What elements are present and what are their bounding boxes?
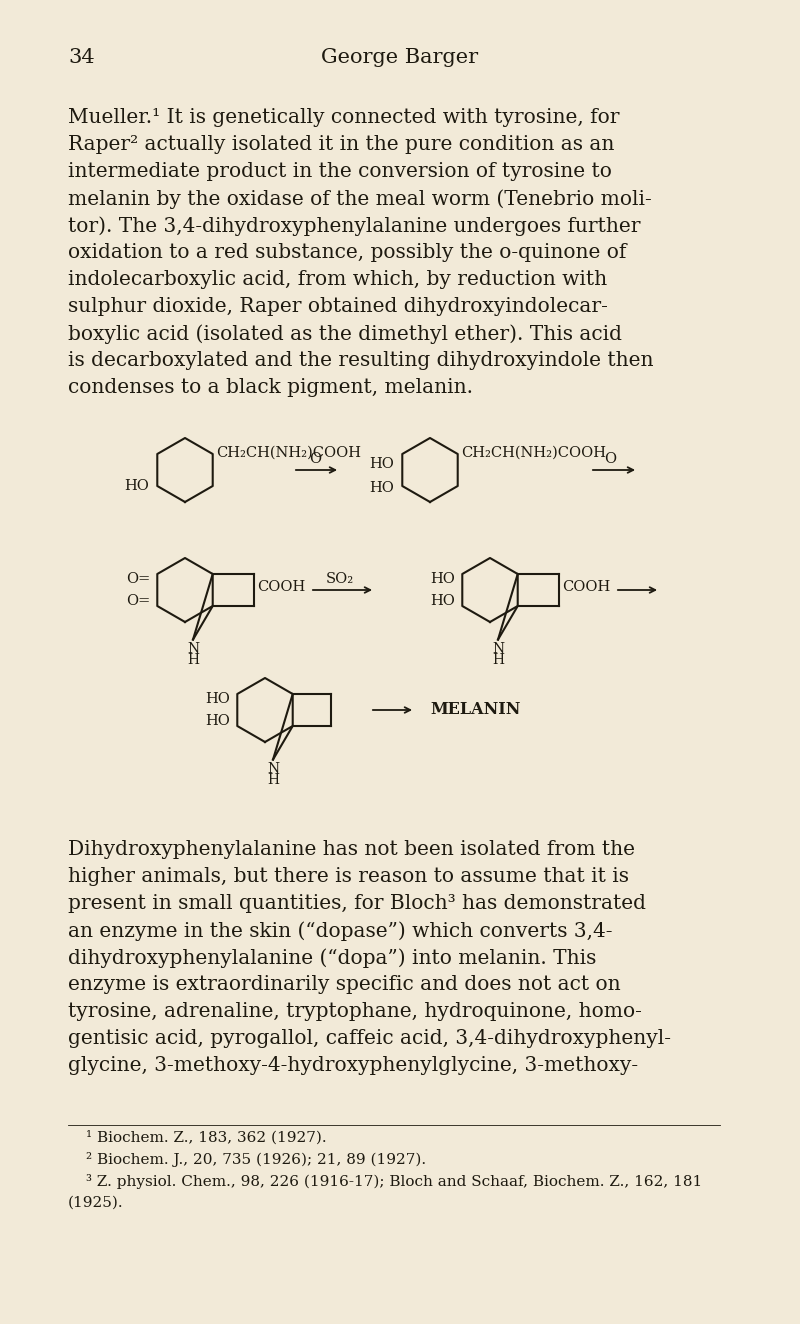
Text: O=: O= — [126, 572, 150, 585]
Text: CH₂CH(NH₂)COOH: CH₂CH(NH₂)COOH — [461, 445, 606, 459]
Text: COOH: COOH — [562, 580, 610, 594]
Text: HO: HO — [124, 479, 149, 493]
Text: Mueller.¹ It is genetically connected with tyrosine, for: Mueller.¹ It is genetically connected wi… — [68, 109, 619, 127]
Text: O: O — [604, 451, 616, 466]
Text: tor). The 3,4-dihydroxyphenylalanine undergoes further: tor). The 3,4-dihydroxyphenylalanine und… — [68, 216, 641, 236]
Text: HO: HO — [430, 572, 455, 585]
Text: oxidation to a red substance, possibly the o-quinone of: oxidation to a red substance, possibly t… — [68, 244, 626, 262]
Text: HO: HO — [369, 457, 394, 470]
Text: MELANIN: MELANIN — [430, 702, 520, 719]
Text: COOH: COOH — [258, 580, 306, 594]
Text: George Barger: George Barger — [322, 48, 478, 68]
Text: dihydroxyphenylalanine (“dopa”) into melanin. This: dihydroxyphenylalanine (“dopa”) into mel… — [68, 948, 596, 968]
Text: Dihydroxyphenylalanine has not been isolated from the: Dihydroxyphenylalanine has not been isol… — [68, 839, 635, 859]
Text: HO: HO — [205, 714, 230, 728]
Text: 34: 34 — [68, 48, 94, 68]
Text: an enzyme in the skin (“dopase”) which converts 3,4-: an enzyme in the skin (“dopase”) which c… — [68, 922, 613, 940]
Text: gentisic acid, pyrogallol, caffeic acid, 3,4-dihydroxyphenyl-: gentisic acid, pyrogallol, caffeic acid,… — [68, 1029, 671, 1049]
Text: condenses to a black pigment, melanin.: condenses to a black pigment, melanin. — [68, 377, 473, 397]
Text: ³ Z. physiol. Chem., 98, 226 (1916-17); Bloch and Schaaf, Biochem. Z., 162, 181: ³ Z. physiol. Chem., 98, 226 (1916-17); … — [86, 1174, 702, 1189]
Text: O=: O= — [126, 594, 150, 608]
Text: HO: HO — [430, 594, 455, 608]
Text: Raper² actually isolated it in the pure condition as an: Raper² actually isolated it in the pure … — [68, 135, 614, 154]
Text: tyrosine, adrenaline, tryptophane, hydroquinone, homo-: tyrosine, adrenaline, tryptophane, hydro… — [68, 1002, 642, 1021]
Text: intermediate product in the conversion of tyrosine to: intermediate product in the conversion o… — [68, 162, 612, 181]
Text: (1925).: (1925). — [68, 1196, 124, 1210]
Text: H: H — [187, 653, 199, 666]
Text: present in small quantities, for Bloch³ has demonstrated: present in small quantities, for Bloch³ … — [68, 894, 646, 914]
Text: H: H — [492, 653, 504, 666]
Text: N: N — [187, 642, 199, 655]
Text: boxylic acid (isolated as the dimethyl ether). This acid: boxylic acid (isolated as the dimethyl e… — [68, 324, 622, 344]
Text: N: N — [492, 642, 504, 655]
Text: sulphur dioxide, Raper obtained dihydroxyindolecar-: sulphur dioxide, Raper obtained dihydrox… — [68, 297, 608, 316]
Text: glycine, 3-methoxy-4-hydroxyphenylglycine, 3-methoxy-: glycine, 3-methoxy-4-hydroxyphenylglycin… — [68, 1057, 638, 1075]
Text: O: O — [309, 451, 321, 466]
Text: SO₂: SO₂ — [326, 572, 354, 587]
Text: melanin by the oxidase of the meal worm (Tenebrio moli-: melanin by the oxidase of the meal worm … — [68, 189, 652, 209]
Text: ¹ Biochem. Z., 183, 362 (1927).: ¹ Biochem. Z., 183, 362 (1927). — [86, 1129, 326, 1144]
Text: ² Biochem. J., 20, 735 (1926); 21, 89 (1927).: ² Biochem. J., 20, 735 (1926); 21, 89 (1… — [86, 1152, 426, 1166]
Text: higher animals, but there is reason to assume that it is: higher animals, but there is reason to a… — [68, 867, 629, 886]
Text: H: H — [267, 773, 279, 786]
Text: HO: HO — [369, 481, 394, 495]
Text: is decarboxylated and the resulting dihydroxyindole then: is decarboxylated and the resulting dihy… — [68, 351, 654, 369]
Text: enzyme is extraordinarily specific and does not act on: enzyme is extraordinarily specific and d… — [68, 974, 621, 994]
Text: indolecarboxylic acid, from which, by reduction with: indolecarboxylic acid, from which, by re… — [68, 270, 607, 289]
Text: CH₂CH(NH₂)COOH: CH₂CH(NH₂)COOH — [216, 445, 361, 459]
Text: N: N — [267, 761, 279, 776]
Text: HO: HO — [205, 692, 230, 706]
